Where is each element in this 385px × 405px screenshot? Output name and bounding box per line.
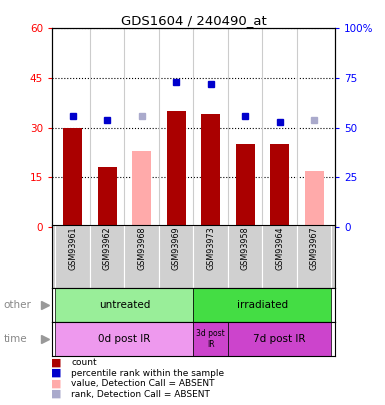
Text: time: time (4, 334, 27, 344)
Bar (228, 225, 263, 288)
Text: GSM93973: GSM93973 (206, 227, 215, 270)
Bar (194, 225, 228, 288)
Text: rank, Detection Call = ABSENT: rank, Detection Call = ABSENT (71, 390, 210, 399)
Text: untreated: untreated (99, 300, 150, 310)
Title: GDS1604 / 240490_at: GDS1604 / 240490_at (121, 14, 266, 27)
Bar (236, 144, 255, 227)
Bar (55, 288, 194, 322)
Text: percentile rank within the sample: percentile rank within the sample (71, 369, 224, 377)
Bar (63, 128, 82, 227)
Bar (98, 167, 117, 227)
Bar (55, 322, 194, 356)
Text: other: other (4, 300, 32, 309)
Text: 7d post IR: 7d post IR (253, 334, 306, 344)
Text: value, Detection Call = ABSENT: value, Detection Call = ABSENT (71, 379, 215, 388)
Bar (263, 225, 297, 288)
Bar (55, 225, 90, 288)
Text: irradiated: irradiated (237, 300, 288, 310)
Text: GSM93961: GSM93961 (68, 227, 77, 270)
Text: 0d post IR: 0d post IR (98, 334, 151, 344)
Text: GSM93958: GSM93958 (241, 227, 250, 270)
Bar (167, 111, 186, 227)
Bar (124, 225, 159, 288)
Bar (270, 144, 289, 227)
Text: GSM93962: GSM93962 (103, 227, 112, 270)
Bar (132, 151, 151, 227)
Text: ■: ■ (50, 358, 61, 367)
Text: ■: ■ (50, 389, 61, 399)
Text: GSM93968: GSM93968 (137, 227, 146, 270)
Text: ■: ■ (50, 379, 61, 388)
Text: GSM93964: GSM93964 (275, 227, 284, 270)
Bar (305, 171, 324, 227)
Text: count: count (71, 358, 97, 367)
Text: GSM93969: GSM93969 (172, 227, 181, 270)
Text: GSM93967: GSM93967 (310, 227, 319, 270)
Bar (228, 322, 331, 356)
Text: ■: ■ (50, 368, 61, 378)
Bar (201, 114, 220, 227)
Bar (194, 288, 331, 322)
Bar (159, 225, 193, 288)
Text: 3d post
IR: 3d post IR (196, 330, 225, 349)
Bar (297, 225, 331, 288)
Bar (194, 322, 228, 356)
Bar (90, 225, 124, 288)
